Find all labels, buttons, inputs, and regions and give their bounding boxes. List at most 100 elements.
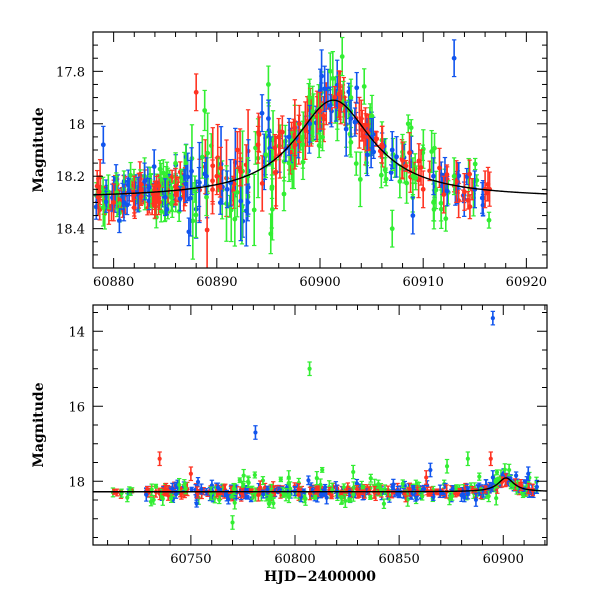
marker bbox=[347, 497, 352, 502]
marker bbox=[160, 170, 166, 176]
green-data-point bbox=[361, 68, 367, 105]
marker bbox=[263, 152, 269, 157]
marker bbox=[354, 85, 360, 91]
marker bbox=[121, 200, 127, 205]
marker bbox=[388, 170, 394, 176]
red-data-point bbox=[210, 159, 215, 203]
marker bbox=[420, 494, 425, 499]
marker bbox=[467, 204, 473, 210]
marker bbox=[95, 194, 101, 200]
green-data-point bbox=[148, 496, 154, 507]
red-data-point bbox=[359, 109, 365, 141]
marker bbox=[177, 196, 183, 202]
marker bbox=[407, 150, 412, 156]
red-data-point bbox=[329, 493, 334, 500]
green-data-point bbox=[263, 130, 269, 179]
marker bbox=[204, 194, 209, 200]
green-data-point bbox=[494, 469, 500, 476]
marker bbox=[467, 171, 473, 177]
red-data-point bbox=[235, 131, 240, 169]
marker bbox=[145, 487, 150, 492]
marker bbox=[241, 483, 246, 488]
green-data-point bbox=[241, 468, 246, 483]
marker bbox=[266, 116, 271, 121]
red-data-point bbox=[358, 99, 364, 138]
marker bbox=[245, 200, 251, 205]
blue-data-point bbox=[464, 167, 470, 186]
green-data-point bbox=[178, 168, 184, 187]
marker bbox=[173, 184, 178, 190]
marker bbox=[502, 467, 507, 472]
x-tick-label: 60880 bbox=[93, 275, 134, 290]
marker bbox=[389, 226, 395, 232]
blue-data-point bbox=[389, 131, 395, 169]
y-tick-label: 18.4 bbox=[56, 223, 85, 238]
marker bbox=[431, 173, 436, 179]
blue-data-point bbox=[183, 165, 189, 204]
red-data-point bbox=[255, 125, 261, 164]
red-data-point bbox=[307, 486, 313, 501]
y-axis-label: Magnitude bbox=[31, 107, 47, 192]
red-data-point bbox=[437, 147, 442, 189]
y-tick-label: 18.2 bbox=[56, 170, 85, 185]
marker bbox=[339, 495, 345, 500]
green-data-point bbox=[477, 472, 482, 481]
marker bbox=[352, 119, 358, 125]
red-data-point bbox=[272, 133, 278, 162]
red-data-point bbox=[163, 482, 169, 497]
marker bbox=[303, 496, 308, 501]
blue-data-point bbox=[173, 489, 179, 499]
green-data-point bbox=[383, 171, 389, 187]
marker bbox=[418, 165, 424, 170]
marker bbox=[348, 95, 354, 100]
blue-data-point bbox=[327, 86, 333, 125]
blue-data-point bbox=[245, 183, 251, 222]
blue-data-point bbox=[244, 495, 250, 500]
marker bbox=[316, 143, 322, 148]
blue-data-point bbox=[391, 478, 396, 491]
blue-data-point bbox=[286, 117, 292, 156]
marker bbox=[306, 478, 311, 483]
red-data-point bbox=[484, 184, 490, 202]
marker bbox=[369, 113, 375, 119]
marker bbox=[260, 478, 265, 483]
green-data-point bbox=[217, 495, 222, 505]
marker bbox=[432, 145, 437, 151]
marker bbox=[451, 55, 457, 61]
green-data-point bbox=[351, 464, 356, 480]
marker bbox=[215, 485, 221, 490]
blue-data-point bbox=[188, 159, 193, 237]
marker bbox=[351, 492, 356, 497]
blue-data-point bbox=[451, 39, 457, 78]
blue-data-point bbox=[306, 475, 311, 486]
marker bbox=[364, 152, 370, 158]
green-data-point bbox=[486, 211, 492, 229]
green-data-point bbox=[368, 473, 373, 483]
marker bbox=[456, 173, 462, 179]
green-data-point bbox=[283, 488, 289, 502]
marker bbox=[128, 172, 134, 178]
green-data-point bbox=[168, 493, 174, 503]
green-data-point bbox=[202, 89, 208, 132]
marker bbox=[426, 492, 431, 497]
blue-data-point bbox=[142, 162, 147, 201]
red-data-point bbox=[95, 178, 101, 217]
marker bbox=[144, 492, 149, 497]
marker bbox=[286, 160, 292, 166]
marker bbox=[381, 501, 387, 506]
marker bbox=[391, 482, 396, 487]
marker bbox=[156, 183, 162, 189]
green-data-point bbox=[310, 85, 316, 138]
blue-data-point bbox=[195, 477, 201, 487]
green-data-point bbox=[149, 483, 154, 497]
green-data-point bbox=[389, 209, 395, 248]
blue-data-point bbox=[121, 183, 127, 222]
marker bbox=[272, 145, 278, 151]
blue-data-point bbox=[394, 136, 399, 178]
marker bbox=[451, 173, 457, 179]
blue-data-point bbox=[220, 169, 225, 205]
red-data-point bbox=[379, 125, 385, 164]
green-data-point bbox=[281, 176, 287, 212]
marker bbox=[358, 116, 364, 121]
marker bbox=[408, 125, 414, 131]
